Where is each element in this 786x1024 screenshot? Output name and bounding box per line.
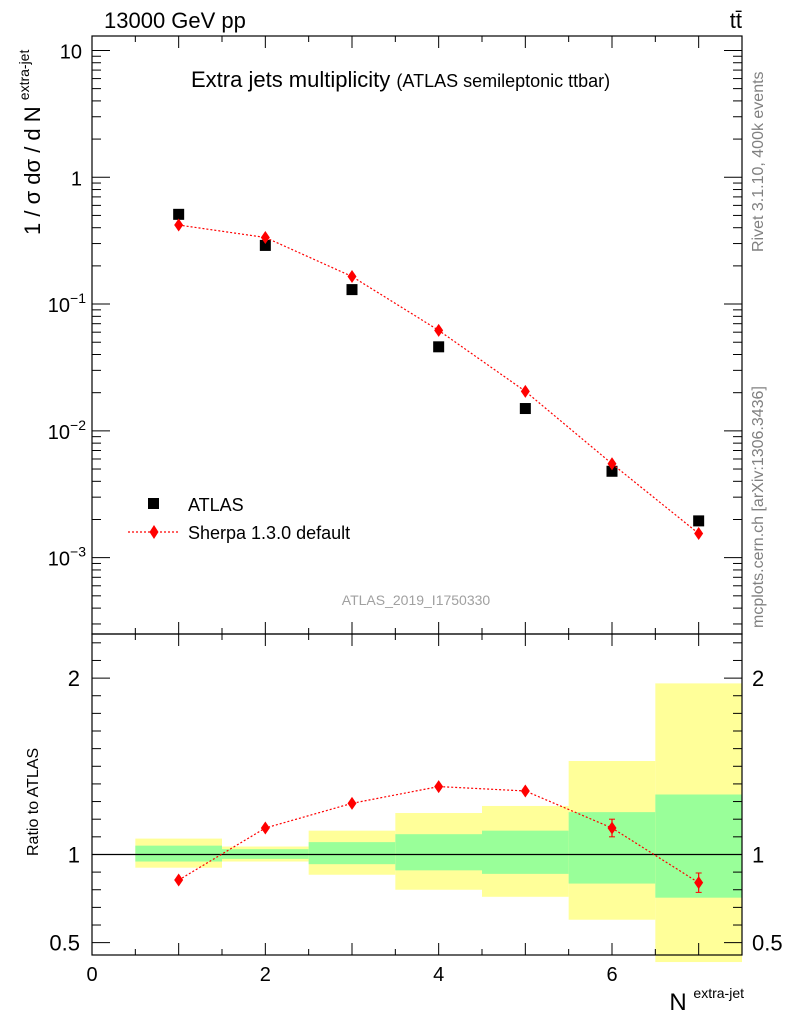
- series-ratio-sherpa: [174, 780, 704, 893]
- atlas-point-1: [173, 208, 185, 220]
- x-tick-label: 6: [606, 964, 617, 986]
- process-label: tt̄: [730, 8, 742, 33]
- sherpa-point-3: [347, 269, 357, 283]
- ratio-y-tick-label-right: 1: [752, 842, 764, 867]
- ratio-sherpa-point-1: [174, 873, 184, 887]
- x-axis-label: N extra-jet: [669, 985, 744, 1016]
- plot-title-main: Extra jets multiplicity: [191, 67, 390, 92]
- ratio-band-inner-5: [482, 830, 569, 874]
- ratio-sherpa-point-4: [434, 780, 444, 794]
- sherpa-line: [178, 224, 700, 534]
- ratio-panel-frame: [91, 633, 743, 956]
- ratio-y-tick-label: 2: [68, 666, 80, 691]
- sherpa-point-2: [260, 230, 270, 244]
- x-axis-label-sup: extra-jet: [693, 985, 744, 1001]
- main-y-tick-label-exp: −1: [70, 290, 86, 306]
- main-y-tick-label-exp: −2: [70, 417, 86, 433]
- legend-marker-sherpa: [149, 525, 159, 539]
- atlas-point-2: [259, 239, 271, 251]
- legend: ATLAS Sherpa 1.3.0 default: [128, 495, 350, 543]
- sherpa-point-7: [694, 527, 704, 541]
- main-y-tick-label-exp: −3: [70, 544, 86, 560]
- ratio-sherpa-point-2: [260, 821, 270, 835]
- series-atlas: [173, 208, 705, 527]
- main-y-axis-label: 1 / σ dσ / d N extra-jet: [16, 50, 45, 235]
- ratio-y-tick-label-right: 0.5: [752, 931, 783, 956]
- sherpa-point-1: [174, 218, 184, 232]
- x-axis-label-text: N: [669, 989, 686, 1016]
- x-tick-label: 2: [260, 964, 271, 986]
- ratio-sherpa-point-5: [520, 784, 530, 798]
- series-sherpa: [174, 218, 704, 541]
- main-y-axis-label-text: 1 / σ dσ / d N: [20, 106, 45, 235]
- sherpa-point-5: [520, 384, 530, 398]
- main-y-tick-label: 10−2: [48, 417, 86, 444]
- atlas-point-4: [433, 341, 445, 353]
- rivet-version: Rivet 3.1.10, 400k events: [750, 71, 767, 252]
- atlas-point-5: [519, 403, 531, 415]
- ratio-y-tick-label: 0.5: [49, 931, 80, 956]
- main-y-tick-label-base: 10: [48, 422, 70, 444]
- main-y-axis-label-sup: extra-jet: [16, 50, 32, 101]
- legend-label-atlas: ATLAS: [188, 495, 244, 515]
- ratio-sherpa-point-3: [347, 796, 357, 810]
- ratio-band-inner-4: [395, 834, 482, 871]
- ratio-y-tick-label-right: 2: [752, 666, 764, 691]
- main-y-tick-label-base: 10: [48, 549, 70, 571]
- ratio-sherpa-point-6: [607, 821, 617, 835]
- plot-title: Extra jets multiplicity (ATLAS semilepto…: [191, 67, 610, 92]
- main-y-tick-label: 10: [60, 41, 82, 63]
- ratio-y-tick-label: 1: [68, 842, 80, 867]
- main-y-tick-label: 10−1: [48, 290, 86, 317]
- ratio-band-inner-1: [135, 845, 222, 862]
- x-tick-label: 0: [86, 964, 97, 986]
- ratio-sherpa-point-7: [694, 876, 704, 890]
- sherpa-point-4: [434, 323, 444, 337]
- main-y-tick-label: 1: [71, 168, 82, 190]
- main-panel-frame: [91, 35, 743, 635]
- sherpa-point-6: [607, 457, 617, 471]
- atlas-point-3: [346, 284, 358, 296]
- x-tick-label: 4: [433, 964, 444, 986]
- legend-label-sherpa: Sherpa 1.3.0 default: [188, 523, 350, 543]
- main-y-tick-label-base: 10: [48, 295, 70, 317]
- ratio-bands: [135, 683, 742, 963]
- main-y-tick-label: 10−3: [48, 544, 86, 571]
- atlas-point-7: [693, 515, 705, 527]
- ratio-y-ticks: 0.5 0.5 1 1 2 2: [49, 642, 783, 956]
- ratio-y-axis-label: Ratio to ATLAS: [25, 748, 42, 856]
- plot-title-sub: (ATLAS semileptonic ttbar): [396, 71, 610, 91]
- ratio-band-inner-3: [308, 842, 396, 865]
- atlas-point-6: [606, 465, 618, 477]
- analysis-id: ATLAS_2019_I1750330: [342, 592, 491, 608]
- x-ticks: 0 2 4 6: [86, 36, 743, 986]
- beam-label: 13000 GeV pp: [104, 8, 246, 33]
- mcplots-source: mcplots.cern.ch [arXiv:1306.3436]: [750, 386, 767, 628]
- legend-marker-atlas: [148, 498, 159, 509]
